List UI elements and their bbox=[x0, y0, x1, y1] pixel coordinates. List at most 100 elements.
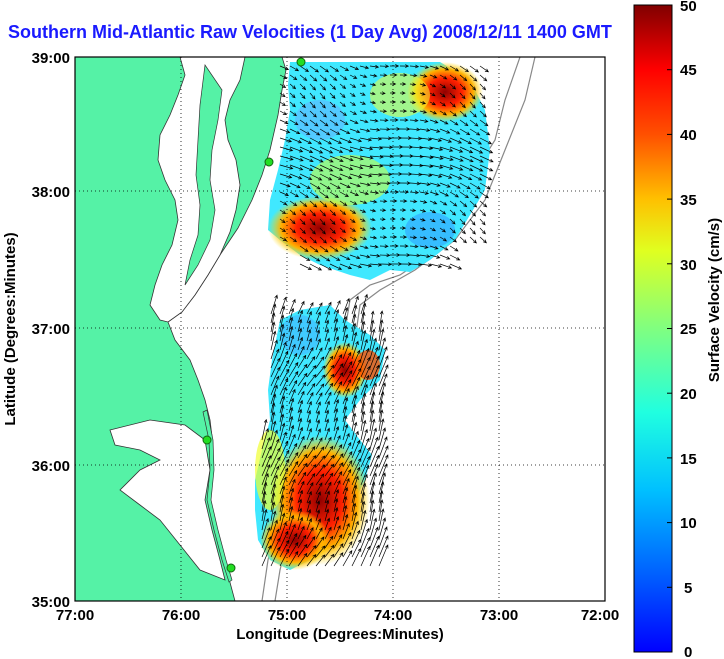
velocity-arrow bbox=[342, 423, 349, 441]
velocity-arrow bbox=[279, 92, 286, 98]
velocity-arrow bbox=[429, 245, 439, 250]
velocity-arrow bbox=[409, 235, 418, 240]
velocity-arrow bbox=[306, 310, 312, 324]
velocity-arrow bbox=[429, 146, 444, 151]
velocity-arrow bbox=[333, 317, 339, 333]
velocity-arrow bbox=[339, 128, 351, 134]
velocity-arrow bbox=[270, 546, 281, 567]
velocity-arrow bbox=[349, 245, 359, 250]
velocity-arrow bbox=[324, 373, 335, 387]
velocity-arrow bbox=[319, 227, 326, 235]
velocity-arrow bbox=[339, 263, 353, 270]
velocity-arrow bbox=[299, 137, 313, 144]
velocity-arrow bbox=[379, 172, 393, 177]
velocity-arrow bbox=[469, 74, 478, 82]
velocity-arrow bbox=[378, 463, 388, 486]
velocity-arrow bbox=[324, 517, 330, 531]
velocity-arrow bbox=[469, 209, 477, 217]
velocity-arrow bbox=[319, 137, 333, 145]
velocity-arrow bbox=[299, 200, 308, 208]
velocity-arrow bbox=[449, 164, 464, 171]
velocity-arrow bbox=[289, 173, 303, 180]
velocity-arrow bbox=[369, 490, 375, 513]
velocity-arrow bbox=[299, 110, 307, 118]
velocity-arrow bbox=[349, 119, 359, 124]
velocity-arrow bbox=[351, 295, 359, 315]
velocity-arrow bbox=[288, 415, 294, 432]
velocity-arrow bbox=[329, 128, 341, 135]
velocity-arrow bbox=[279, 83, 287, 89]
velocity-arrow bbox=[469, 92, 476, 100]
velocity-arrow bbox=[369, 199, 378, 204]
velocity-arrow bbox=[306, 337, 312, 351]
velocity-arrow bbox=[459, 191, 469, 199]
velocity-arrow bbox=[399, 127, 411, 131]
x-axis-label: Longitude (Degrees:Minutes) bbox=[236, 626, 444, 643]
velocity-arrow bbox=[324, 418, 330, 432]
velocity-arrow bbox=[378, 544, 389, 567]
velocity-arrow bbox=[329, 263, 343, 270]
velocity-arrow bbox=[389, 190, 400, 194]
velocity-arrow bbox=[324, 445, 334, 459]
velocity-arrow bbox=[419, 83, 427, 87]
velocity-arrow bbox=[429, 191, 440, 196]
velocity-arrow bbox=[306, 473, 316, 486]
velocity-arrow bbox=[351, 466, 361, 486]
velocity-arrow bbox=[297, 300, 305, 315]
velocity-arrow bbox=[439, 137, 453, 143]
velocity-arrow bbox=[419, 74, 428, 78]
velocity-arrow bbox=[299, 254, 311, 261]
velocity-arrow bbox=[351, 493, 357, 513]
velocity-arrow bbox=[378, 337, 386, 360]
velocity-arrow bbox=[342, 531, 352, 549]
velocity-arrow bbox=[309, 200, 318, 208]
velocity-arrow bbox=[479, 83, 487, 91]
velocity-arrow bbox=[342, 369, 353, 387]
velocity-arrow bbox=[389, 73, 398, 77]
velocity-arrow bbox=[279, 440, 289, 459]
velocity-arrow bbox=[342, 495, 348, 513]
velocity-arrow bbox=[449, 200, 458, 207]
velocity-arrow bbox=[409, 208, 417, 213]
velocity-arrow bbox=[409, 109, 418, 114]
velocity-arrow bbox=[449, 263, 463, 270]
velocity-arrow bbox=[342, 324, 348, 342]
velocity-arrow bbox=[469, 128, 481, 136]
velocity-arrow bbox=[439, 200, 448, 206]
velocity-arrow bbox=[315, 329, 321, 342]
velocity-arrow bbox=[309, 101, 316, 109]
velocity-arrow bbox=[288, 343, 296, 360]
velocity-arrow bbox=[429, 110, 438, 115]
velocity-arrow bbox=[389, 118, 399, 122]
velocity-arrow bbox=[351, 502, 357, 522]
velocity-arrow bbox=[379, 118, 389, 123]
velocity-arrow bbox=[342, 387, 350, 405]
velocity-arrow bbox=[297, 318, 303, 333]
velocity-arrow bbox=[469, 164, 484, 172]
velocity-arrow bbox=[315, 446, 325, 459]
velocity-arrow bbox=[389, 64, 400, 68]
velocity-arrow bbox=[419, 137, 433, 142]
velocity-arrow bbox=[369, 355, 380, 378]
velocity-arrow bbox=[351, 331, 358, 351]
velocity-arrow bbox=[279, 368, 290, 387]
velocity-arrow bbox=[389, 91, 396, 95]
velocity-arrow bbox=[339, 173, 353, 180]
velocity-arrow bbox=[349, 263, 363, 269]
velocity-arrow bbox=[339, 155, 354, 162]
velocity-arrow bbox=[342, 513, 349, 531]
velocity-arrow bbox=[315, 482, 323, 495]
x-tick-label: 76:00 bbox=[162, 607, 200, 624]
velocity-arrow bbox=[449, 128, 461, 135]
velocity-arrow bbox=[429, 254, 441, 259]
velocity-arrow bbox=[342, 378, 352, 396]
velocity-arrow bbox=[389, 208, 397, 212]
velocity-arrow bbox=[378, 364, 389, 387]
velocity-arrow bbox=[324, 400, 330, 414]
velocity-arrow bbox=[279, 236, 288, 242]
velocity-arrow bbox=[333, 381, 343, 396]
velocity-arrow bbox=[329, 245, 339, 252]
velocity-arrow bbox=[319, 182, 331, 190]
velocity-arrow bbox=[469, 155, 484, 163]
velocity-arrow bbox=[270, 339, 278, 360]
